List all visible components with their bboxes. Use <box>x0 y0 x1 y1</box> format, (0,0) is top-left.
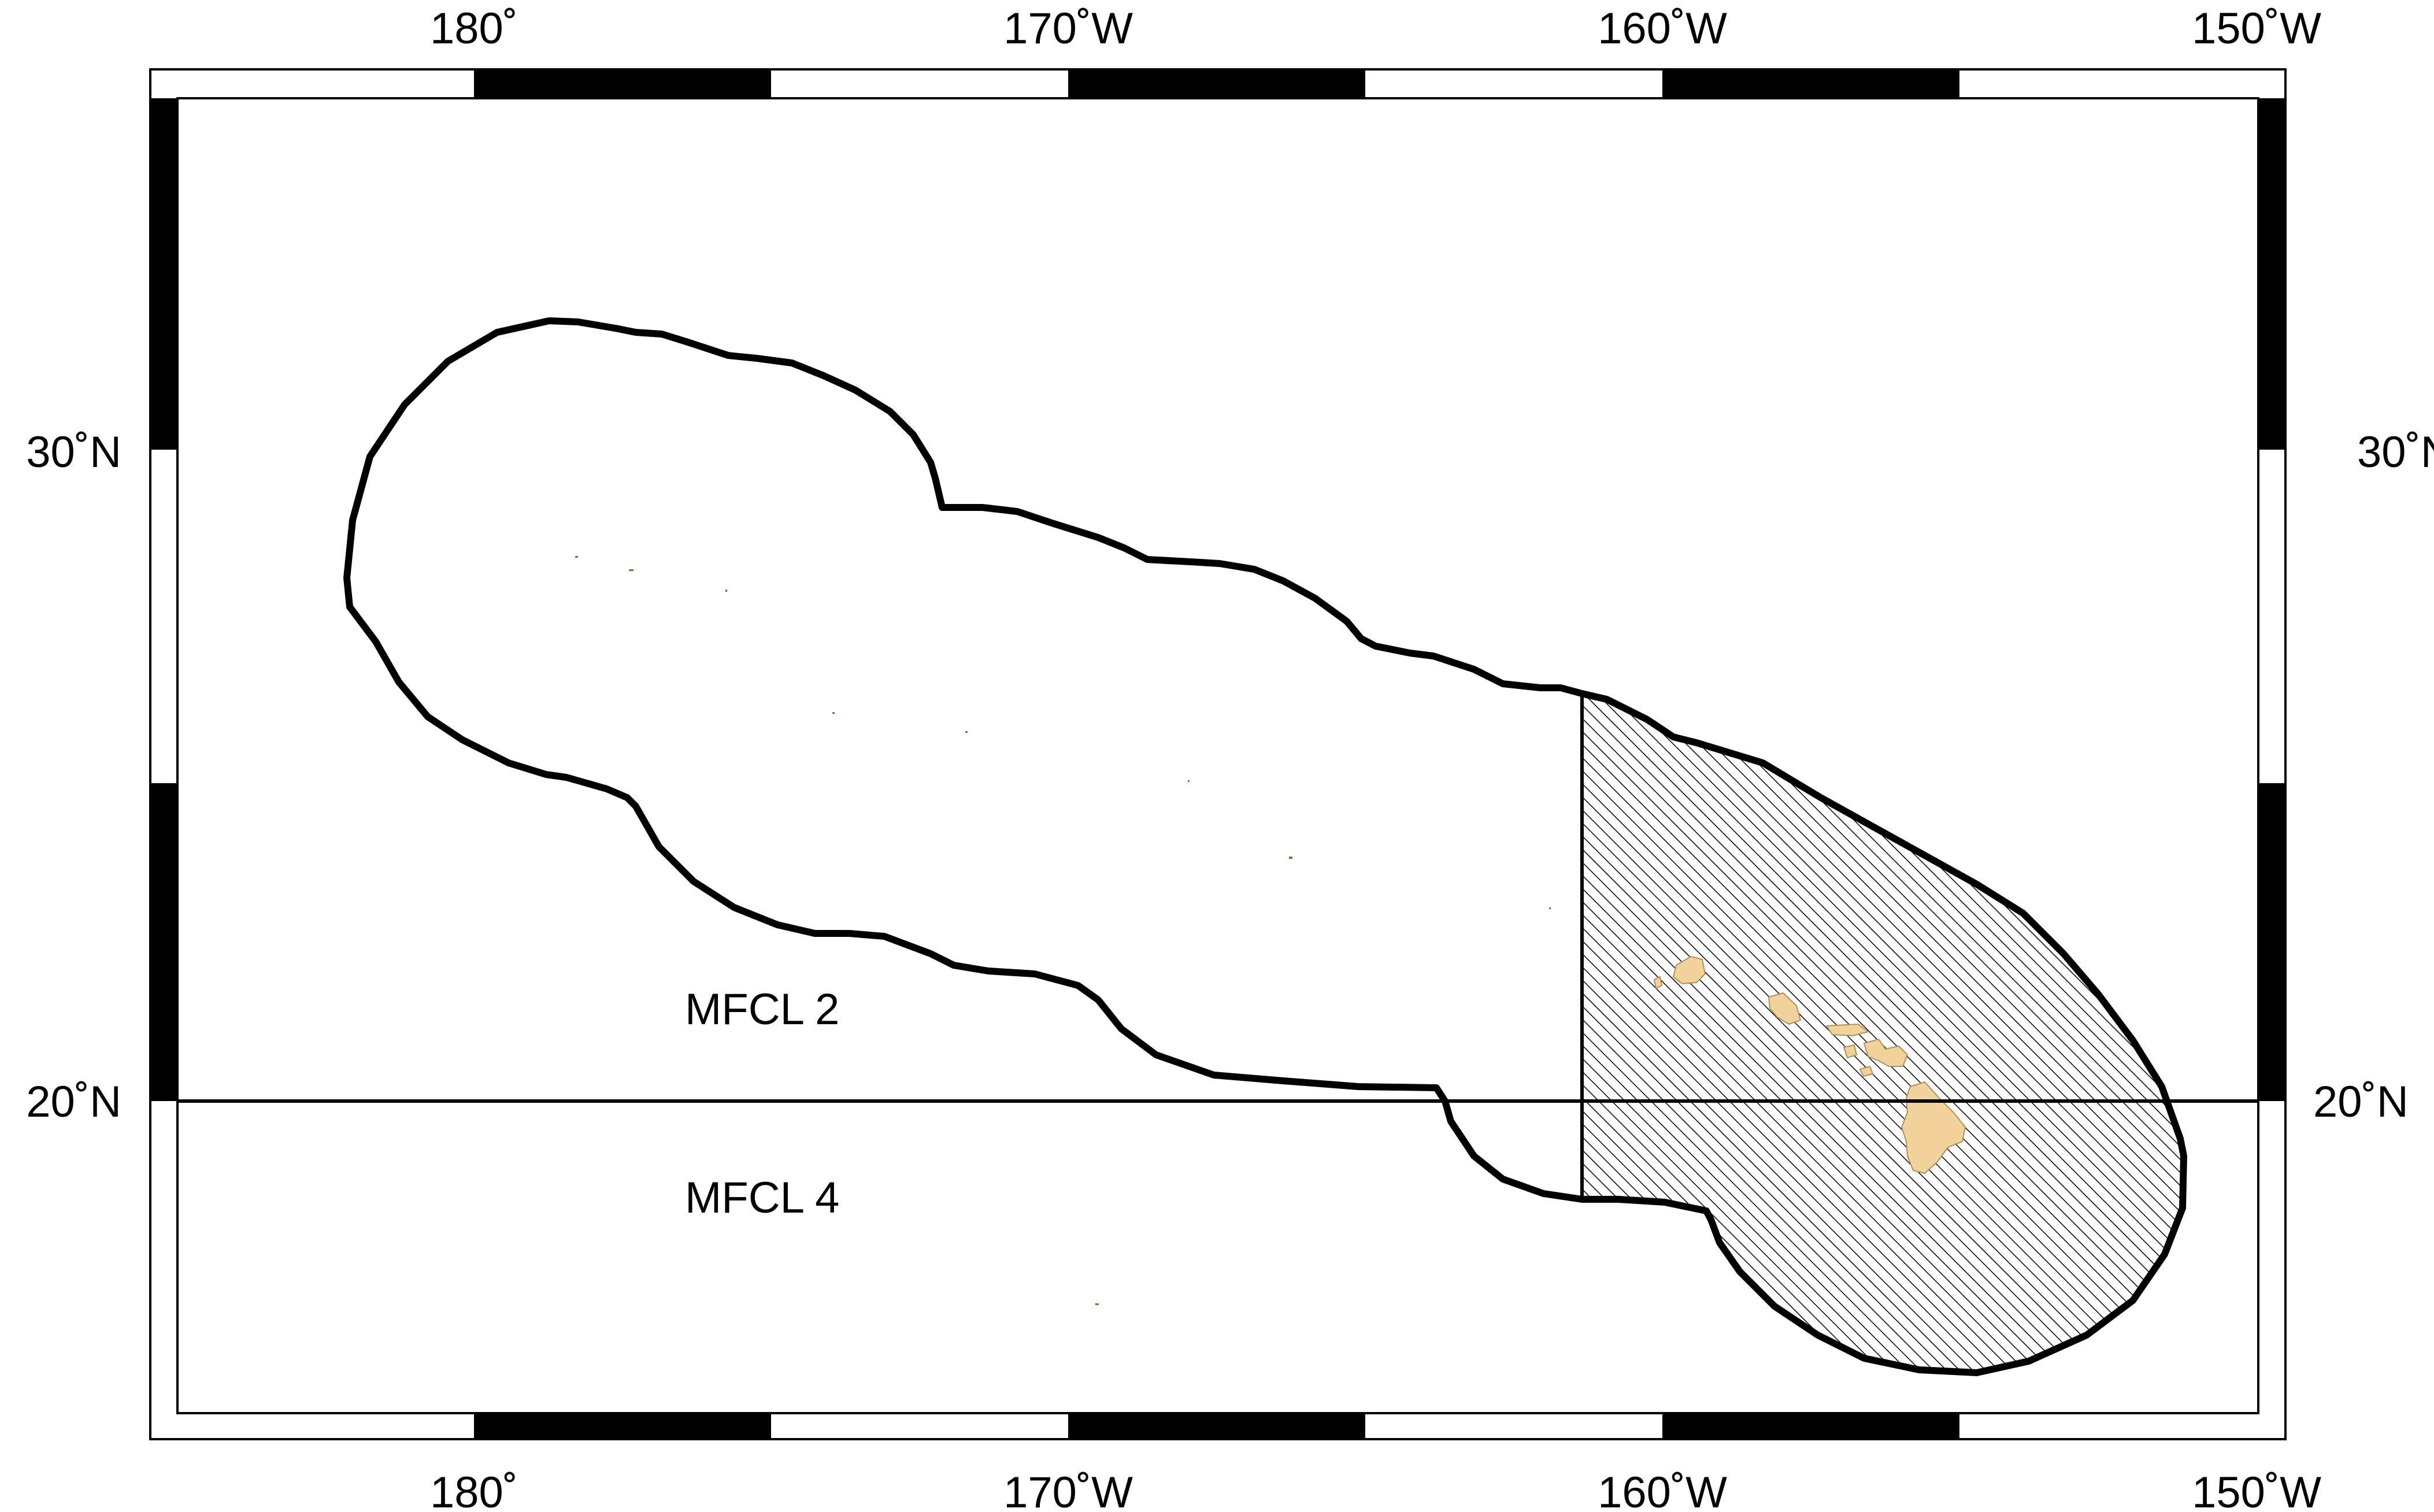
island-hawaii <box>1900 1081 1966 1174</box>
map-frame <box>149 68 2287 1440</box>
lon-label-bottom-180: 180˚ <box>430 1468 518 1512</box>
island-kauai <box>1672 955 1706 985</box>
island-kahoolawe <box>1859 1065 1874 1077</box>
lon-label-bottom-160w: 160˚W <box>1598 1468 1727 1512</box>
island-oahu <box>1768 992 1802 1025</box>
lon-label-top-150w: 150˚W <box>2192 4 2321 53</box>
island-niihau <box>1653 976 1663 990</box>
lon-label-top-160w: 160˚W <box>1598 4 1727 53</box>
lat-label-right-20n: 20˚N <box>2313 1077 2409 1126</box>
frame-bar-right-2 <box>2258 783 2285 1101</box>
nw-hawaiian-islets <box>575 556 1551 1305</box>
lat-label-right-30n: 30˚N <box>2357 428 2434 477</box>
frame-bar-bottom-3 <box>1662 1413 1959 1439</box>
frame-bar-right-1 <box>2258 98 2285 450</box>
lon-label-bottom-170w: 170˚W <box>1003 1468 1133 1512</box>
frame-bar-top-3 <box>1662 69 1959 98</box>
lat-labels-right: 30˚N 20˚N <box>2313 428 2434 1126</box>
island-maui <box>1863 1038 1909 1067</box>
lon-labels-bottom: 180˚ 170˚W 160˚W 150˚W <box>430 1468 2321 1512</box>
lon-label-bottom-150w: 150˚W <box>2192 1468 2321 1512</box>
lon-label-top-170w: 170˚W <box>1003 4 1133 53</box>
eez-boundary <box>343 317 2187 1376</box>
frame-bar-left-2 <box>150 783 177 1101</box>
lon-label-top-180: 180˚ <box>430 4 518 53</box>
island-lanai <box>1843 1044 1858 1059</box>
lat-label-left-20n: 20˚N <box>26 1077 121 1126</box>
frame-bar-top-1 <box>474 69 771 98</box>
frame-bar-bottom-1 <box>474 1413 771 1439</box>
island-molokai <box>1825 1023 1870 1037</box>
frame-bar-top-2 <box>1068 69 1365 98</box>
lat-label-left-30n: 30˚N <box>26 428 121 477</box>
lat-labels-left: 30˚N 20˚N <box>26 428 121 1126</box>
frame-bar-bottom-2 <box>1068 1413 1365 1439</box>
region-label-mfcl-4: MFCL 4 <box>685 1173 839 1222</box>
frame-bar-left-1 <box>150 98 177 450</box>
lon-labels-top: 180˚ 170˚W 160˚W 150˚W <box>430 4 2321 53</box>
region-label-mfcl-2: MFCL 2 <box>685 985 839 1034</box>
map-content <box>177 317 2258 1376</box>
hatched-eez-area <box>1582 694 2184 1373</box>
